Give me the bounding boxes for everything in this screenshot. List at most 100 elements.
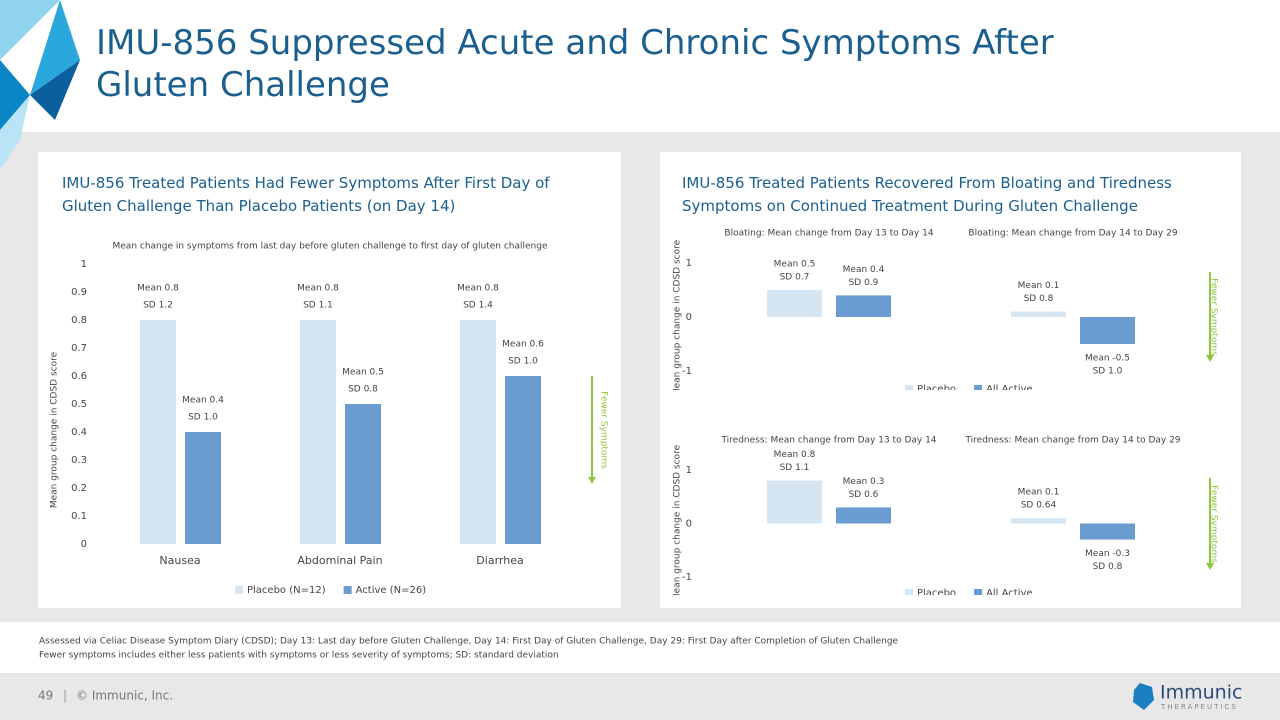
y-tick-label: 1 <box>686 258 692 269</box>
decor <box>30 0 80 95</box>
sd-label: SD 0.7 <box>780 273 810 283</box>
legend-label: Placebo (N=12) <box>247 585 326 596</box>
annotation-arrowhead <box>1206 563 1214 570</box>
y-tick-label: 0.7 <box>71 343 87 354</box>
annotation: Fewer Symptoms <box>599 391 609 469</box>
legend-label: Active (N=26) <box>356 585 427 596</box>
footer-background <box>0 673 1280 720</box>
bar <box>185 432 221 544</box>
sd-label: SD 0.8 <box>1024 294 1054 304</box>
y-axis-label: Mean group change in CDSD score <box>50 351 60 508</box>
y-axis-label: Mean group change in CDSD score <box>673 239 683 396</box>
y-tick-label: 0.5 <box>71 399 87 410</box>
category-label: Bloating: Mean change from Day 13 to Day… <box>724 229 933 239</box>
sd-label: SD 0.9 <box>849 278 879 288</box>
bar <box>300 320 336 544</box>
y-tick-label: 0.3 <box>71 455 87 466</box>
sd-label: SD 1.2 <box>143 301 173 311</box>
chart-subtitle: Mean change in symptoms from last day be… <box>113 242 548 252</box>
category-label: Bloating: Mean change from Day 14 to Day… <box>968 229 1177 239</box>
legend-label: All Active <box>986 588 1033 599</box>
y-tick-label: 0.6 <box>71 371 87 382</box>
value-label: Mean 0.8 <box>457 284 499 294</box>
footnote: Assessed via Celiac Disease Symptom Diar… <box>39 637 899 647</box>
y-tick-label: 1 <box>686 465 692 476</box>
y-tick-label: 1 <box>81 259 87 270</box>
y-tick-label: 0 <box>686 312 692 323</box>
bar <box>836 295 891 317</box>
y-tick-label: 0.9 <box>71 287 87 298</box>
y-tick-label: 0 <box>81 539 87 550</box>
copyright: © Immunic, Inc. <box>76 689 173 703</box>
y-tick-label: -1 <box>682 366 692 377</box>
sd-label: SD 1.0 <box>188 413 218 423</box>
logo-tagline: THERAPEUTICS <box>1160 703 1238 711</box>
footer-separator: | <box>63 689 67 703</box>
legend-swatch <box>905 385 913 390</box>
bar <box>1011 518 1066 524</box>
bar <box>1080 317 1135 344</box>
value-label: Mean -0.3 <box>1085 549 1130 559</box>
value-label: Mean -0.5 <box>1085 354 1130 364</box>
sd-label: SD 0.8 <box>1093 562 1123 572</box>
bar <box>836 507 891 524</box>
y-tick-label: 0.2 <box>71 483 87 494</box>
legend-swatch <box>974 589 983 595</box>
decor <box>30 60 80 120</box>
value-label: Mean 0.8 <box>774 450 816 460</box>
right-panel <box>660 152 1241 608</box>
y-axis-label: Mean group change in CDSD score <box>673 444 683 601</box>
sd-label: SD 0.8 <box>348 385 378 395</box>
sd-label: SD 1.4 <box>463 301 493 311</box>
value-label: Mean 0.8 <box>137 284 179 294</box>
logo-mark <box>1133 683 1154 710</box>
legend-label: All Active <box>986 384 1033 395</box>
annotation: Fewer Symptoms <box>1209 278 1219 356</box>
bar <box>460 320 496 544</box>
bar <box>345 404 381 544</box>
value-label: Mean 0.6 <box>502 340 544 350</box>
value-label: Mean 0.8 <box>297 284 339 294</box>
footnote: Fewer symptoms includes either less pati… <box>39 651 559 661</box>
annotation: Fewer Symptoms <box>1209 485 1219 563</box>
bar <box>767 480 822 524</box>
decor <box>0 0 60 60</box>
chart: Mean group change in CDSD score -1 0 1 Tired… <box>673 436 1219 601</box>
sd-label: SD 1.0 <box>508 357 538 367</box>
legend-label: Placebo <box>917 384 956 395</box>
value-label: Mean 0.1 <box>1018 281 1060 291</box>
y-tick-label: 0.4 <box>71 427 87 438</box>
value-label: Mean 0.1 <box>1018 488 1060 498</box>
bar <box>140 320 176 544</box>
sd-label: SD 0.64 <box>1021 501 1057 511</box>
x-tick-label: Diarrhea <box>476 554 523 567</box>
chart-title: IMU-856 Treated Patients Recovered From … <box>682 174 1172 215</box>
value-label: Mean 0.5 <box>342 368 384 378</box>
legend-swatch <box>905 589 913 595</box>
value-label: Mean 0.4 <box>182 396 224 406</box>
y-tick-label: 0 <box>686 519 692 530</box>
logo-name: Immunic <box>1160 682 1242 704</box>
x-tick-label: Nausea <box>159 554 200 567</box>
legend-swatch <box>343 586 352 594</box>
sd-label: SD 1.0 <box>1093 367 1123 377</box>
sd-label: SD 0.6 <box>849 490 879 500</box>
bar <box>1080 523 1135 540</box>
bar <box>767 290 822 317</box>
y-tick-label: -1 <box>682 572 692 583</box>
annotation-arrowhead <box>588 477 596 484</box>
legend-swatch <box>235 586 243 594</box>
legend-label: Placebo <box>917 588 956 599</box>
sd-label: SD 1.1 <box>780 463 810 473</box>
y-tick-label: 0.8 <box>71 315 87 326</box>
chart-title: IMU-856 Treated Patients Had Fewer Sympt… <box>62 174 550 215</box>
category-label: Tiredness: Mean change from Day 13 to Da… <box>720 436 936 446</box>
bar <box>505 376 541 544</box>
value-label: Mean 0.4 <box>843 265 885 275</box>
value-label: Mean 0.3 <box>843 477 885 487</box>
chart: Mean group change in CDSD score -1 0 1 Bloat… <box>673 229 1219 396</box>
sd-label: SD 1.1 <box>303 301 333 311</box>
annotation-arrowhead <box>1206 355 1214 362</box>
